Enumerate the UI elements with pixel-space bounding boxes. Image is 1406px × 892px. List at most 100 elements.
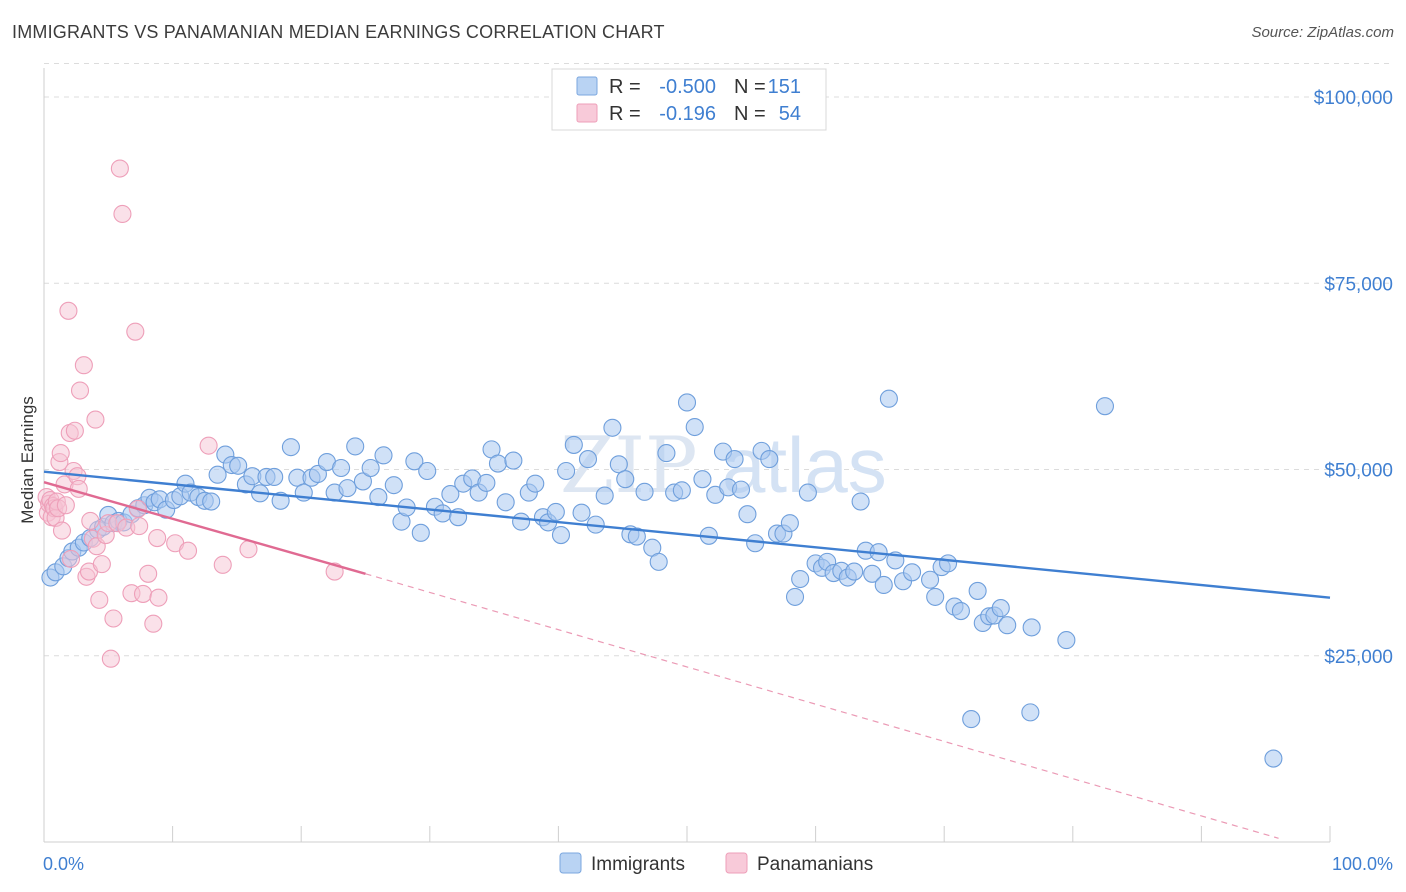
immigrants-point-141 [998,616,1017,635]
immigrants-point-48 [353,472,372,491]
immigrants-point-76 [551,526,571,545]
legend-n-value-2: 54 [779,103,801,125]
panamanians-point-26 [81,511,100,530]
immigrants-point-27 [202,492,221,511]
immigrants-point-75 [546,502,565,522]
legend-n-value-1: 151 [768,76,801,98]
panamanians-point-37 [110,159,129,178]
immigrants-point-47 [346,437,365,456]
immigrants-point-80 [578,450,598,469]
panamanians-point-34 [101,649,120,668]
trend-lines [43,470,1331,839]
panamanians-point-41 [126,322,145,341]
immigrants-point-94 [677,393,697,412]
immigrants-point-130 [926,587,945,606]
panamanians-point-23 [74,356,93,375]
y-tick-labels: $25,000 $50,000 $75,000 $100,000 [1314,88,1393,668]
y-tick-label-2: $75,000 [1324,274,1393,295]
immigrants-point-51 [374,446,393,465]
panamanians-point-43 [130,517,149,536]
panamanians-point-12 [52,521,72,540]
immigrants-point-49 [361,458,380,478]
immigrants-point-106 [760,450,779,469]
panamanians-point-11 [51,444,70,463]
bottom-legend-label-immigrants: Immigrants [591,854,685,875]
y-tick-label-1: $50,000 [1324,461,1393,482]
legend-frame [551,68,827,131]
x-tick-label-min: 0.0% [43,854,84,874]
panamanians-point-48 [149,588,168,607]
immigrants-point-91 [657,444,676,463]
immigrants-point-84 [609,455,628,474]
immigrants-point-146 [1264,749,1283,768]
panamanians-point-22 [70,381,90,400]
legend-r-label-2: R = [609,103,641,125]
x-tick-label-max: 100.0% [1332,854,1393,874]
bottom-legend: Immigrants Panamanians [559,852,873,875]
legend-swatch-immigrants [576,76,598,96]
immigrants-point-60 [441,485,460,504]
panamanians-point-45 [139,564,158,583]
panamanians-trend-extension [365,573,1279,839]
y-tick-label-3: $100,000 [1314,88,1393,109]
chart-title: IMMIGRANTS VS PANAMANIAN MEDIAN EARNINGS… [12,22,665,42]
panamanians-point-50 [178,541,198,560]
panamanians-point-51 [199,436,218,455]
panamanians-point-15 [59,301,78,320]
immigrants-point-143 [1022,618,1041,637]
immigrants-point-90 [649,552,668,571]
immigrants-point-46 [338,479,357,498]
legend-swatch-panamanians [576,103,598,123]
axes [43,68,1331,843]
immigrants-point-119 [845,562,864,581]
immigrants-point-77 [557,461,576,481]
immigrants-point-55 [405,452,424,471]
panamanians-point-46 [144,614,163,633]
gridlines [44,62,1393,657]
panamanians-point-17 [61,549,81,568]
immigrants-point-134 [951,601,970,621]
immigrants-point-102 [731,480,751,499]
bottom-legend-swatch-panamanians [725,852,748,874]
source-credit: Source: ZipAtlas.com [1251,24,1394,41]
legend-box: R = -0.500 N = 151 R = -0.196 N = 54 [551,68,827,131]
series-panamanians-points [37,159,344,668]
legend-r-value-2: -0.196 [659,103,716,125]
immigrants-point-120 [851,492,870,511]
panamanians-trend-line [43,481,366,575]
immigrants-point-68 [496,493,515,512]
immigrants-point-28 [208,465,227,484]
immigrants-point-93 [672,481,691,500]
immigrants-point-83 [603,418,622,437]
immigrants-point-103 [738,505,757,524]
panamanians-point-14 [56,496,75,515]
immigrants-point-67 [488,454,508,473]
immigrants-point-145 [1095,397,1114,416]
immigrants-point-70 [512,512,531,531]
panamanians-point-47 [148,528,167,548]
immigrants-point-65 [477,473,496,492]
legend-n-label-1: N = [734,76,766,98]
immigrants-point-78 [564,435,583,454]
immigrants-point-88 [635,482,654,501]
immigrants-point-56 [411,523,430,542]
panamanians-point-28 [86,410,105,429]
immigrants-point-38 [281,438,300,457]
immigrants-point-125 [879,389,898,408]
panamanians-point-38 [113,204,132,224]
immigrants-point-82 [595,486,614,505]
immigrants-point-142 [1021,703,1040,722]
panamanians-point-44 [133,584,153,603]
legend-r-label-1: R = [609,76,641,98]
immigrants-point-132 [939,554,958,573]
immigrants-point-128 [902,563,922,582]
panamanians-point-52 [213,555,232,574]
y-axis-title: Median Earnings [18,396,37,524]
immigrants-point-79 [572,503,591,522]
x-tick-labels: 0.0% 100.0% [43,854,1393,874]
series-immigrants-points [41,389,1283,768]
immigrants-point-96 [693,470,712,489]
immigrants-point-124 [874,575,893,595]
immigrants-point-140 [991,599,1010,618]
